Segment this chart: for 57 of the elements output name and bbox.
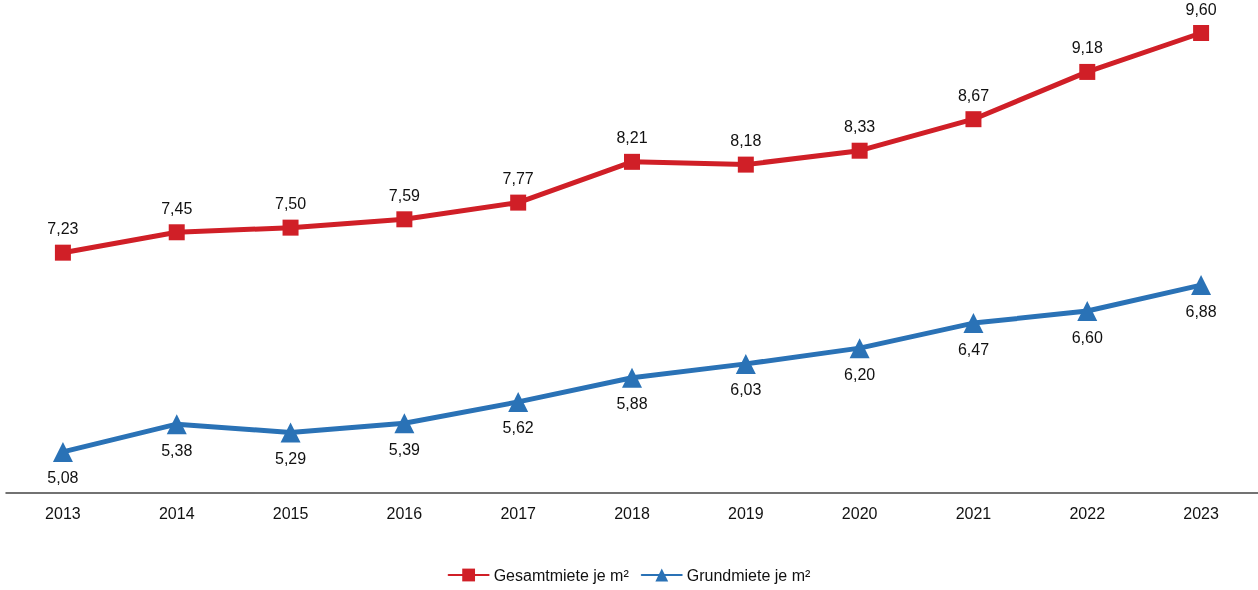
x-tick-label: 2021 — [955, 504, 992, 522]
point — [394, 413, 415, 434]
data-label: 8,33 — [844, 118, 876, 136]
point — [280, 422, 301, 443]
point — [508, 391, 529, 412]
point — [965, 111, 982, 128]
data-label: 5,39 — [388, 440, 421, 458]
point — [510, 194, 527, 211]
data-label: 7,59 — [388, 186, 421, 204]
data-label: 8,21 — [616, 129, 648, 147]
point — [52, 441, 73, 462]
data-label: 7,23 — [47, 220, 79, 238]
x-tick-label: 2013 — [45, 504, 81, 522]
point — [1193, 25, 1210, 41]
data-label: 5,08 — [47, 469, 79, 487]
point — [282, 219, 299, 236]
x-tick-label: 2019 — [728, 504, 764, 522]
point — [1079, 63, 1096, 80]
x-tick-label: 2023 — [1183, 504, 1219, 522]
point — [737, 156, 754, 173]
data-label: 6,47 — [957, 340, 990, 358]
point — [851, 142, 868, 159]
point — [54, 244, 71, 261]
point — [166, 414, 187, 435]
x-tick-label: 2015 — [272, 504, 309, 522]
point — [168, 224, 185, 241]
data-label: 8,67 — [957, 86, 990, 104]
data-label: 6,60 — [1071, 328, 1103, 346]
point — [624, 153, 640, 170]
point — [396, 211, 413, 228]
legend-label: Gesamtmiete je m² — [493, 566, 630, 584]
x-tick-label: 2016 — [386, 504, 423, 522]
x-tick-label: 2017 — [500, 504, 537, 522]
data-label: 7,50 — [274, 195, 307, 213]
data-label: 5,29 — [274, 449, 307, 467]
x-tick-label: 2014 — [158, 504, 195, 522]
data-label: 9,60 — [1185, 0, 1217, 18]
point — [963, 313, 984, 334]
point — [622, 367, 642, 388]
x-tick-label: 2022 — [1069, 504, 1106, 522]
data-label: 7,45 — [161, 199, 193, 217]
data-label: 6,03 — [730, 381, 762, 399]
data-label: 6,20 — [844, 365, 876, 383]
x-tick-label: 2018 — [614, 504, 650, 522]
data-label: 9,18 — [1071, 39, 1103, 57]
data-label: 5,38 — [161, 441, 193, 459]
point — [1077, 301, 1098, 322]
data-label: 5,88 — [616, 395, 648, 413]
point — [1191, 275, 1212, 296]
x-tick-label: 2020 — [841, 504, 878, 522]
point — [849, 338, 870, 359]
legend-label: Grundmiete je m² — [686, 566, 812, 584]
data-label: 5,62 — [502, 419, 534, 437]
data-label: 8,18 — [730, 132, 762, 150]
point — [735, 353, 756, 374]
data-label: 7,77 — [502, 170, 534, 188]
data-label: 6,88 — [1185, 302, 1217, 320]
